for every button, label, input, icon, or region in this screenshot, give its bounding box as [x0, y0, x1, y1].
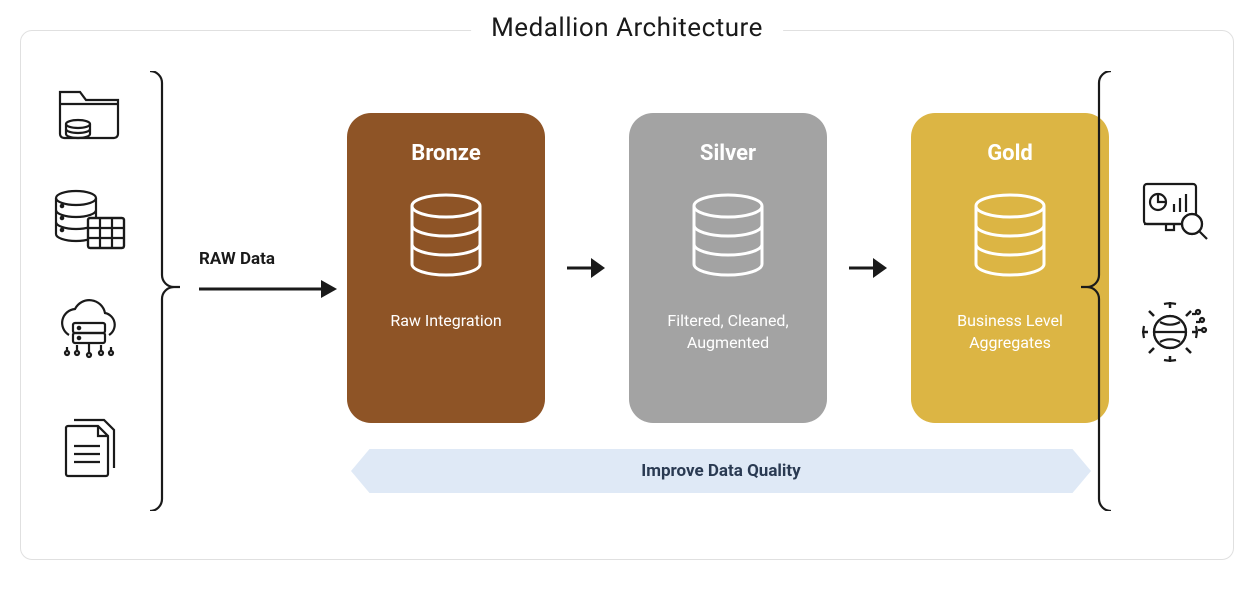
layer-bronze: Bronze Raw Integration [347, 113, 545, 423]
layer-silver: Silver Filtered, Cleaned, Augmented [629, 113, 827, 423]
gear-globe-icon [1133, 291, 1213, 371]
quality-banner: Improve Data Quality [351, 449, 1091, 493]
layer-row: Bronze Raw Integration Silver [347, 113, 1109, 423]
layer-silver-title: Silver [700, 141, 756, 166]
raw-data-label: RAW Data [199, 249, 275, 269]
output-icons-column [1133, 171, 1213, 371]
arrow-silver-to-gold [847, 255, 891, 281]
diagram-frame: Medallion Architecture [20, 30, 1234, 560]
source-icons-column [49, 71, 129, 487]
dashboard-chart-icon [1133, 171, 1213, 251]
diagram-title: Medallion Architecture [471, 13, 783, 43]
arrow-bronze-to-silver [565, 255, 609, 281]
arrow-raw-to-bronze [197, 277, 343, 301]
layer-gold-title: Gold [987, 141, 1033, 166]
cloud-server-icon [49, 295, 129, 375]
document-stack-icon [49, 407, 129, 487]
bracket-left [146, 71, 186, 511]
database-icon [403, 192, 489, 288]
layer-bronze-desc: Raw Integration [372, 310, 519, 332]
layer-bronze-title: Bronze [411, 141, 480, 166]
bracket-right [1075, 71, 1115, 511]
folder-db-icon [49, 71, 129, 151]
layer-silver-desc: Filtered, Cleaned, Augmented [629, 310, 827, 355]
database-table-icon [49, 183, 129, 263]
database-icon [685, 192, 771, 288]
database-icon [967, 192, 1053, 288]
